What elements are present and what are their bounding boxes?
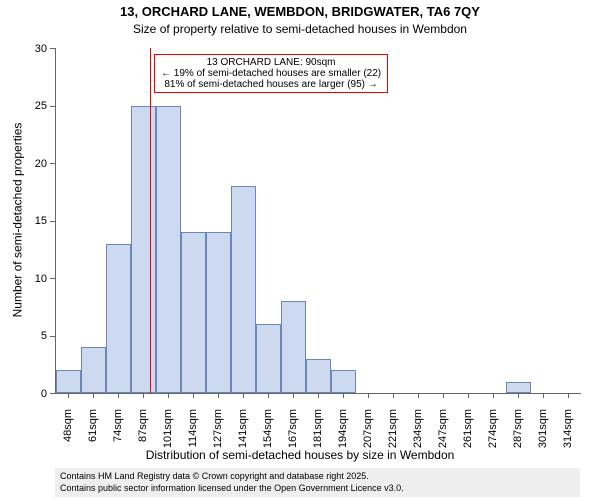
chart-subtitle: Size of property relative to semi-detach… [0,22,600,36]
bar [131,106,156,394]
chart-title: 13, ORCHARD LANE, WEMBDON, BRIDGWATER, T… [0,4,600,19]
ytick-label: 15 [0,215,47,227]
xtick-mark [93,393,94,398]
bar [106,244,131,394]
bar [256,324,281,393]
bar [156,106,181,394]
xtick-mark [168,393,169,398]
xtick-label: 167sqm [287,409,299,459]
xtick-label: 207sqm [362,409,374,459]
xtick-label: 274sqm [487,409,499,459]
xtick-label: 314sqm [562,409,574,459]
xtick-mark [318,393,319,398]
ytick-label: 20 [0,158,47,170]
xtick-mark [368,393,369,398]
ytick-mark [50,106,55,107]
xtick-mark [443,393,444,398]
ytick-label: 0 [0,388,47,400]
xtick-mark [193,393,194,398]
xtick-label: 87sqm [137,409,149,459]
xtick-label: 61sqm [87,409,99,459]
bar [506,382,531,394]
xtick-mark [143,393,144,398]
xtick-mark [243,393,244,398]
ytick-label: 25 [0,100,47,112]
bar [206,232,231,393]
xtick-mark [393,393,394,398]
bar [81,347,106,393]
xtick-mark [343,393,344,398]
ytick-label: 30 [0,43,47,55]
xtick-mark [218,393,219,398]
bar [281,301,306,393]
annotation-line-1: 13 ORCHARD LANE: 90sqm [161,57,381,68]
xtick-mark [118,393,119,398]
xtick-label: 74sqm [112,409,124,459]
marker-line [150,48,151,393]
xtick-label: 181sqm [312,409,324,459]
xtick-mark [68,393,69,398]
bar [306,359,331,394]
ytick-label: 5 [0,330,47,342]
xtick-label: 154sqm [262,409,274,459]
xtick-label: 234sqm [412,409,424,459]
xtick-mark [468,393,469,398]
xtick-mark [268,393,269,398]
xtick-mark [493,393,494,398]
footer-attribution: Contains HM Land Registry data © Crown c… [55,468,580,497]
xtick-mark [568,393,569,398]
chart-container: 13, ORCHARD LANE, WEMBDON, BRIDGWATER, T… [0,0,600,500]
ytick-label: 10 [0,273,47,285]
ytick-mark [50,278,55,279]
xtick-label: 261sqm [462,409,474,459]
bar [56,370,81,393]
xtick-label: 301sqm [537,409,549,459]
annotation-line-3: 81% of semi-detached houses are larger (… [161,79,381,90]
plot-area [55,48,581,394]
bar [181,232,206,393]
ytick-mark [50,163,55,164]
footer-line-2: Contains public sector information licen… [60,483,575,495]
xtick-label: 127sqm [212,409,224,459]
ytick-mark [50,393,55,394]
xtick-label: 141sqm [237,409,249,459]
xtick-label: 194sqm [337,409,349,459]
annotation-box: 13 ORCHARD LANE: 90sqm ← 19% of semi-det… [154,54,388,93]
bar [331,370,356,393]
ytick-mark [50,336,55,337]
xtick-label: 221sqm [387,409,399,459]
xtick-label: 247sqm [437,409,449,459]
ytick-mark [50,221,55,222]
ytick-mark [50,48,55,49]
annotation-line-2: ← 19% of semi-detached houses are smalle… [161,68,381,79]
xtick-label: 48sqm [62,409,74,459]
xtick-mark [293,393,294,398]
xtick-mark [543,393,544,398]
xtick-mark [518,393,519,398]
xtick-label: 287sqm [512,409,524,459]
bar [231,186,256,393]
xtick-label: 101sqm [162,409,174,459]
footer-line-1: Contains HM Land Registry data © Crown c… [60,471,575,483]
xtick-label: 114sqm [187,409,199,459]
xtick-mark [418,393,419,398]
